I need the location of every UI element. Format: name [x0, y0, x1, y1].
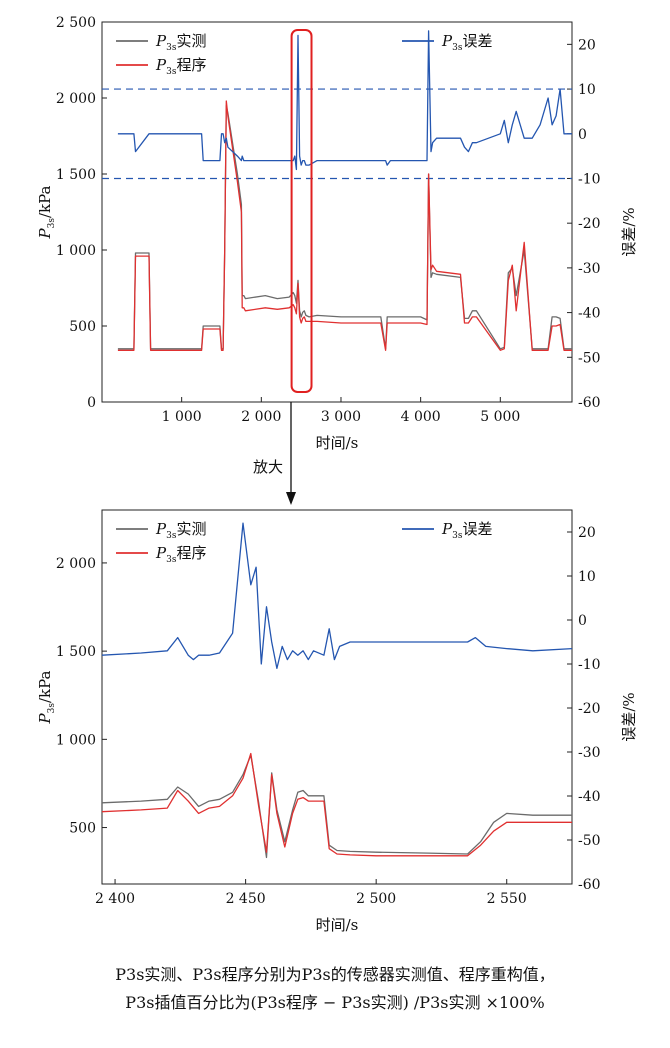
top-y2-tick-label: -10 [578, 171, 601, 187]
zoom-series-line-2 [101, 522, 573, 670]
zoom-y-tick-label: 1 000 [56, 732, 96, 748]
top-x-axis-label: 时间/s [316, 434, 359, 452]
top-x-tick-label: 3 000 [321, 409, 361, 425]
zoom-series-line-0 [101, 754, 572, 859]
top-y2-tick-label: 10 [578, 82, 596, 98]
zoom-y2-tick-label: 0 [578, 613, 587, 629]
zoom-y2-tick-label: -10 [578, 657, 601, 673]
zoom-legend-label: P3s程序 [155, 544, 206, 565]
zoom-x-tick-label: 2 400 [95, 891, 135, 907]
top-y-tick-label: 2 500 [56, 15, 96, 31]
zoom-y2-tick-label: 10 [578, 569, 596, 585]
zoom-y2-tick-label: 20 [578, 525, 596, 541]
zoom-label: 放大 [253, 458, 283, 476]
top-y2-axis-label: 误差/% [620, 207, 638, 256]
top-y-tick-label: 2 000 [56, 91, 96, 107]
top-highlight-box [290, 29, 313, 393]
zoom-plot-frame [101, 509, 573, 885]
zoom-x-tick-label: 2 550 [487, 891, 527, 907]
top-y-tick-label: 1 500 [56, 167, 96, 183]
zoom-y2-axis-label: 误差/% [620, 692, 638, 741]
top-x-tick-label: 1 000 [162, 409, 202, 425]
zoom-y2-tick-label: -50 [578, 833, 601, 849]
zoom-y-axis-label: P3s/kPa [36, 670, 57, 724]
top-plot-frame [101, 21, 573, 403]
zoom-legend-label: P3s实测 [155, 520, 206, 541]
zoom-y-tick-label: 2 000 [56, 556, 96, 572]
top-y-tick-label: 1 000 [56, 243, 96, 259]
zoom-series-line-1 [101, 752, 572, 857]
zoom-y2-tick-label: -40 [578, 789, 601, 805]
zoom-y2-tick-label: -20 [578, 701, 601, 717]
top-y-tick-label: 0 [87, 395, 96, 411]
zoom-legend-label: P3s误差 [441, 520, 492, 541]
top-series-line-2 [117, 30, 572, 171]
top-y2-tick-label: 20 [578, 37, 596, 53]
top-y2-tick-label: -40 [578, 306, 601, 322]
top-series-line-1 [117, 100, 572, 351]
top-y-axis-label: P3s/kPa [36, 185, 57, 239]
top-y2-tick-label: 0 [578, 127, 587, 143]
top-x-tick-label: 2 000 [241, 409, 281, 425]
top-y-tick-label: 500 [69, 319, 96, 335]
caption-text-1: P3s实测、P3s程序分别为P3s的传感器实测值、程序重构值， [115, 965, 555, 984]
top-y2-tick-label: -30 [578, 261, 601, 277]
top-legend-label: P3s实测 [155, 32, 206, 53]
top-y2-tick-label: -60 [578, 395, 601, 411]
top-series-line-0 [117, 104, 572, 350]
top-y2-tick-label: -50 [578, 350, 601, 366]
top-x-tick-label: 5 000 [480, 409, 520, 425]
zoom-y-tick-label: 1 500 [56, 644, 96, 660]
caption-line-1: P3s实测、P3s程序分别为P3s的传感器实测值、程序重构值， [0, 962, 670, 988]
zoom-x-tick-label: 2 450 [226, 891, 266, 907]
top-x-tick-label: 4 000 [401, 409, 441, 425]
zoom-arrow-head [286, 492, 296, 505]
zoom-y2-tick-label: -60 [578, 877, 601, 893]
zoom-y-tick-label: 500 [69, 821, 96, 837]
caption-text-2: P3s插值百分比为(P3s程序 − P3s实测) /P3s实测 ×100% [125, 993, 545, 1012]
top-legend-label: P3s程序 [155, 56, 206, 77]
zoom-x-axis-label: 时间/s [316, 916, 359, 934]
top-legend-label: P3s误差 [441, 32, 492, 53]
top-y2-tick-label: -20 [578, 216, 601, 232]
zoom-y2-tick-label: -30 [578, 745, 601, 761]
caption-line-2: P3s插值百分比为(P3s程序 − P3s实测) /P3s实测 ×100% [0, 990, 670, 1016]
zoom-x-tick-label: 2 500 [356, 891, 396, 907]
